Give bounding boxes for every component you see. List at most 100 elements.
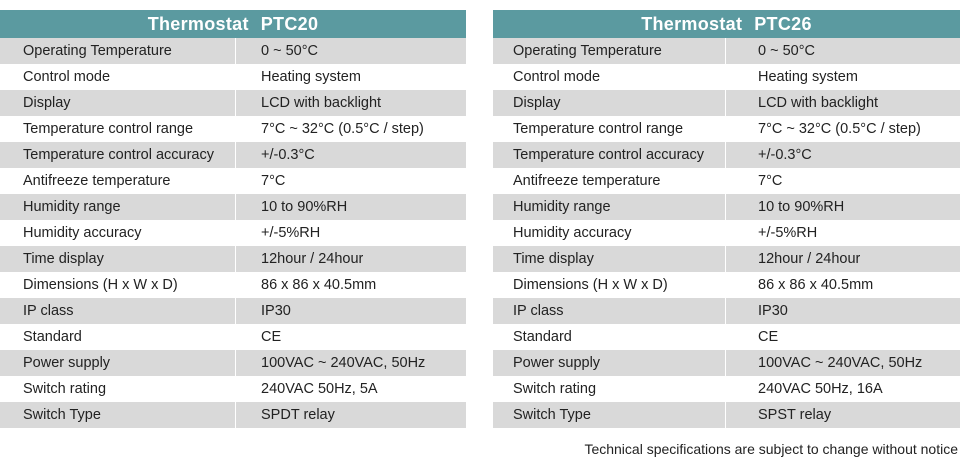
spec-label: Display <box>493 90 726 116</box>
table-row: Switch Type SPST relay <box>493 402 960 428</box>
spec-value: IP30 <box>758 303 788 319</box>
spec-label: Power supply <box>0 350 236 376</box>
table-row: Antifreeze temperature 7°C <box>493 168 960 194</box>
spec-label: Temperature control accuracy <box>0 142 236 168</box>
table-row: Display LCD with backlight <box>0 90 466 116</box>
table-row: Standard CE <box>493 324 960 350</box>
table-row: Humidity accuracy +/-5%RH <box>493 220 960 246</box>
spec-value: Heating system <box>758 69 858 85</box>
table-row: IP class IP30 <box>0 298 466 324</box>
table-row: Antifreeze temperature 7°C <box>0 168 466 194</box>
table-row: Power supply 100VAC ~ 240VAC, 50Hz <box>0 350 466 376</box>
spec-label: Switch rating <box>0 376 236 402</box>
spec-label: Antifreeze temperature <box>0 168 236 194</box>
spec-label: Power supply <box>493 350 726 376</box>
spec-label: Humidity accuracy <box>493 220 726 246</box>
spec-label: Switch rating <box>493 376 726 402</box>
spec-label: Switch Type <box>493 402 726 428</box>
spec-value: 86 x 86 x 40.5mm <box>758 277 874 293</box>
table-row: Dimensions (H x W x D) 86 x 86 x 40.5mm <box>0 272 466 298</box>
table-row: Control mode Heating system <box>0 64 466 90</box>
spec-value: 7°C ~ 32°C (0.5°C / step) <box>758 121 921 137</box>
spec-value: 100VAC ~ 240VAC, 50Hz <box>758 355 923 371</box>
table-row: Temperature control accuracy +/-0.3°C <box>493 142 960 168</box>
table-row: Operating Temperature 0 ~ 50°C <box>493 38 960 64</box>
spec-label: Temperature control range <box>0 116 236 142</box>
table-row: Dimensions (H x W x D) 86 x 86 x 40.5mm <box>493 272 960 298</box>
table-body: Operating Temperature 0 ~ 50°C Control mod… <box>493 38 960 428</box>
table-row: Humidity range 10 to 90%RH <box>493 194 960 220</box>
table-row: Switch rating 240VAC 50Hz, 5A <box>0 376 466 402</box>
spec-value: 240VAC 50Hz, 5A <box>261 381 378 397</box>
spec-label: IP class <box>0 298 236 324</box>
table-row: Switch rating 240VAC 50Hz, 16A <box>493 376 960 402</box>
table-row: Power supply 100VAC ~ 240VAC, 50Hz <box>493 350 960 376</box>
header-model: PTC26 <box>754 14 812 34</box>
spec-label: Humidity range <box>493 194 726 220</box>
spec-table-ptc26: Thermostat PTC26 Operating Temperature 0 ~… <box>493 10 960 428</box>
spec-label: Display <box>0 90 236 116</box>
spec-value: 7°C <box>261 173 286 189</box>
spec-label: Humidity accuracy <box>0 220 236 246</box>
spec-value: 7°C <box>758 173 783 189</box>
spec-label: IP class <box>493 298 726 324</box>
spec-label: Temperature control range <box>493 116 726 142</box>
spec-value: CE <box>261 329 282 345</box>
spec-value: 0 ~ 50°C <box>758 43 815 59</box>
spec-value: 240VAC 50Hz, 16A <box>758 381 883 397</box>
table-row: Switch Type SPDT relay <box>0 402 466 428</box>
spec-value: +/-0.3°C <box>261 147 315 163</box>
table-row: Display LCD with backlight <box>493 90 960 116</box>
spec-value: IP30 <box>261 303 291 319</box>
spec-value: SPST relay <box>758 407 832 423</box>
spec-label: Control mode <box>493 64 726 90</box>
spec-value: +/-0.3°C <box>758 147 812 163</box>
spec-value: 86 x 86 x 40.5mm <box>261 277 377 293</box>
spec-label: Operating Temperature <box>0 38 236 64</box>
spec-label: Dimensions (H x W x D) <box>0 272 236 298</box>
header-brand: Thermostat <box>147 14 249 34</box>
header-model: PTC20 <box>260 14 319 34</box>
spec-label: Antifreeze temperature <box>493 168 726 194</box>
header-brand: Thermostat <box>641 14 743 34</box>
table-row: Control mode Heating system <box>493 64 960 90</box>
spec-value: 10 to 90%RH <box>261 199 348 215</box>
spec-label: Temperature control accuracy <box>493 142 726 168</box>
table-row: Humidity range 10 to 90%RH <box>0 194 466 220</box>
spec-label: Operating Temperature <box>493 38 726 64</box>
table-header: Thermostat PTC20 <box>0 10 466 38</box>
spec-value: 7°C ~ 32°C (0.5°C / step) <box>261 121 424 137</box>
table-row: Humidity accuracy +/-5%RH <box>0 220 466 246</box>
spec-table-ptc20: Thermostat PTC20 Operating Temperature 0 ~… <box>0 10 466 428</box>
table-row: Temperature control range 7°C ~ 32°C (0.5… <box>493 116 960 142</box>
spec-label: Humidity range <box>0 194 236 220</box>
spec-value: 100VAC ~ 240VAC, 50Hz <box>261 355 426 371</box>
spec-label: Switch Type <box>0 402 236 428</box>
spec-value: 12hour / 24hour <box>758 251 861 267</box>
table-body: Operating Temperature 0 ~ 50°C Control mod… <box>0 38 466 428</box>
spec-value: 10 to 90%RH <box>758 199 845 215</box>
table-row: Standard CE <box>0 324 466 350</box>
spec-value: 12hour / 24hour <box>261 251 364 267</box>
table-row: Temperature control range 7°C ~ 32°C (0.5… <box>0 116 466 142</box>
spec-value: LCD with backlight <box>758 95 879 111</box>
spec-value: 0 ~ 50°C <box>261 43 318 59</box>
spec-label: Control mode <box>0 64 236 90</box>
table-row: Time display 12hour / 24hour <box>0 246 466 272</box>
footnote: Technical specifications are subject to … <box>584 441 958 457</box>
spec-label: Dimensions (H x W x D) <box>493 272 726 298</box>
table-row: Operating Temperature 0 ~ 50°C <box>0 38 466 64</box>
spec-value: +/-5%RH <box>261 225 321 241</box>
spec-value: Heating system <box>261 69 361 85</box>
spec-value: SPDT relay <box>261 407 335 423</box>
spec-label: Time display <box>493 246 726 272</box>
table-row: Temperature control accuracy +/-0.3°C <box>0 142 466 168</box>
spec-label: Time display <box>0 246 236 272</box>
spec-value: CE <box>758 329 779 345</box>
table-row: IP class IP30 <box>493 298 960 324</box>
spec-label: Standard <box>493 324 726 350</box>
spec-label: Standard <box>0 324 236 350</box>
table-row: Time display 12hour / 24hour <box>493 246 960 272</box>
spec-value: +/-5%RH <box>758 225 818 241</box>
spec-value: LCD with backlight <box>261 95 382 111</box>
